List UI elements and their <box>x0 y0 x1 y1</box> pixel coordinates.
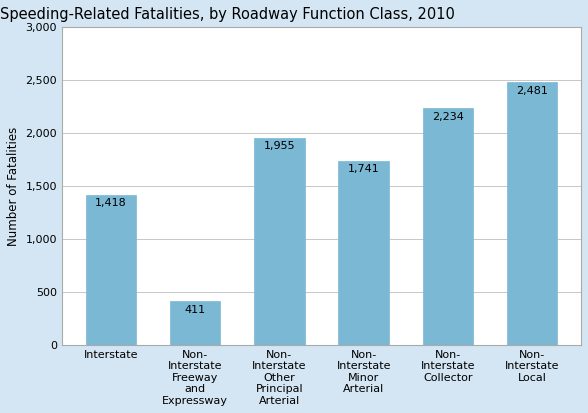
Bar <box>338 161 389 345</box>
Text: Speeding-Related Fatalities, by Roadway Function Class, 2010: Speeding-Related Fatalities, by Roadway … <box>0 7 455 22</box>
Bar <box>170 301 220 345</box>
Bar <box>423 108 473 345</box>
Bar <box>86 195 136 345</box>
Bar <box>254 138 305 345</box>
Text: 2,234: 2,234 <box>432 112 464 122</box>
Text: 2,481: 2,481 <box>516 85 548 96</box>
Y-axis label: Number of Fatalities: Number of Fatalities <box>7 126 20 246</box>
Text: 1,955: 1,955 <box>263 141 295 151</box>
Bar <box>507 82 557 345</box>
Text: 1,741: 1,741 <box>348 164 379 174</box>
Text: 1,418: 1,418 <box>95 198 127 208</box>
Text: 411: 411 <box>185 305 206 315</box>
